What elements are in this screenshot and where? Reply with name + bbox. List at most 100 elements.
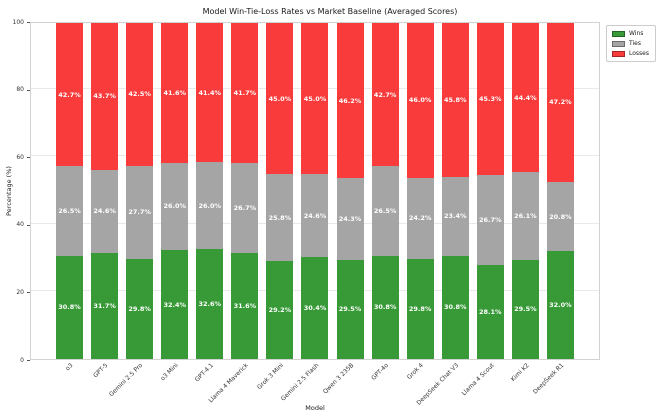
bar-segment-wins: 31.7% [91, 252, 119, 359]
bar-segment-wins: 30.4% [301, 256, 329, 359]
segment-value-label: 32.6% [198, 300, 222, 309]
legend-label: Wins [629, 30, 644, 37]
bar-segment-ties: 24.3% [336, 178, 364, 260]
x-tick-label: GPT-5 [92, 362, 110, 380]
bar-segment-losses: 41.6% [161, 23, 189, 163]
x-tick-label: Grok 4 [406, 362, 426, 381]
bar-group: 30.4% 24.6% 45.0% [301, 23, 329, 359]
x-tick-label: o3 Mini [159, 362, 180, 383]
bar-segment-ties: 26.0% [161, 162, 189, 251]
chart-title: Model Win-Tie-Loss Rates vs Market Basel… [202, 7, 458, 16]
bar-group: 29.2% 25.8% 45.0% [266, 23, 294, 359]
bar-segment-losses: 47.2% [546, 23, 574, 182]
bar-segment-losses: 42.7% [371, 23, 399, 167]
bar-slot: 29.5% 26.1% 44.4% Kimi K2 [508, 23, 543, 383]
bar-segment-ties: 25.8% [266, 174, 294, 261]
segment-value-label: 24.3% [338, 215, 362, 224]
segment-value-label: 28.1% [479, 307, 502, 316]
bar-slot: 31.7% 24.6% 43.7% GPT-5 [87, 23, 122, 379]
legend: Wins Ties Losses [606, 25, 656, 62]
bar-segment-ties: 20.8% [546, 181, 574, 252]
segment-value-label: 20.8% [549, 212, 572, 221]
segment-value-label: 42.5% [128, 90, 151, 99]
bar-slot: 30.8% 23.4% 45.8% DeepSeek Chat V3 [415, 23, 473, 407]
bar-segment-wins: 30.8% [441, 255, 469, 359]
segment-value-label: 23.4% [443, 212, 467, 221]
y-tick-label: 20 [16, 288, 24, 296]
bar-segment-ties: 26.0% [196, 162, 224, 250]
bar-segment-wins: 29.8% [126, 258, 154, 359]
y-tick-mark [27, 157, 30, 159]
bar-slot: 30.4% 24.6% 45.0% Gemini 2.5 Flash [279, 23, 332, 403]
y-tick-mark [27, 224, 30, 226]
bar-segment-wins: 32.4% [161, 250, 189, 359]
segment-value-label: 26.5% [58, 207, 81, 215]
bar-segment-losses: 45.0% [301, 23, 329, 175]
bar-segment-wins: 28.1% [476, 264, 504, 359]
bar-segment-losses: 46.0% [406, 23, 434, 178]
y-tick-mark [27, 22, 30, 23]
x-tick-label: Grok 3 Mini [255, 362, 285, 392]
x-tick-label: o3 [64, 362, 75, 373]
y-tick-label: 60 [16, 153, 24, 161]
bar-group: 30.8% 26.5% 42.7% [371, 23, 399, 359]
bar-segment-wins: 30.8% [56, 255, 84, 359]
bar-segment-ties: 26.7% [476, 175, 504, 265]
plot-area: 30.8% 26.5% 42.7% o3 31.7% 24.6% 43.7% GPT-5 29.… [30, 22, 600, 407]
bar-segment-ties: 24.2% [406, 177, 434, 259]
bar-group: 29.5% 24.3% 46.2% [336, 23, 364, 359]
bar-group: 29.8% 24.2% 46.0% [406, 23, 434, 359]
segment-value-label: 42.7% [373, 90, 397, 99]
bar-group: 31.7% 24.6% 43.7% [91, 23, 119, 359]
bar-segment-wins: 32.0% [546, 251, 574, 359]
x-tick-label: DeepSeek R1 [531, 362, 566, 396]
bar-segment-wins: 29.8% [406, 258, 434, 359]
bar-segment-ties: 26.1% [511, 172, 539, 260]
bar-segment-losses: 46.2% [336, 23, 364, 179]
bar-slot: 32.6% 26.0% 41.4% GPT-4.1 [192, 23, 227, 383]
segment-value-label: 26.0% [198, 201, 222, 210]
bar-segment-losses: 45.0% [266, 23, 294, 175]
segment-value-label: 25.8% [268, 213, 292, 222]
segment-value-label: 29.8% [408, 304, 432, 313]
legend-label: Ties [629, 40, 641, 47]
bar-slot: 32.0% 20.8% 47.2% DeepSeek R1 [532, 23, 578, 395]
x-tick-label: Gemini 2.5 Pro [108, 362, 145, 399]
bar-segment-ties: 26.5% [371, 166, 399, 256]
segment-value-label: 44.4% [514, 93, 537, 102]
segment-value-label: 30.8% [443, 303, 467, 312]
bar-group: 31.6% 26.7% 41.7% [231, 23, 259, 359]
x-axis-label: Model [305, 404, 325, 412]
x-tick-label: GPT-4.1 [193, 362, 215, 384]
segment-value-label: 32.0% [549, 301, 572, 310]
bar-segment-wins: 29.2% [266, 260, 294, 359]
legend-swatch-losses [612, 50, 626, 57]
bar-slot: 29.8% 24.2% 46.0% Grok 4 [403, 23, 438, 381]
segment-value-label: 26.7% [233, 203, 257, 212]
segment-value-label: 43.7% [93, 92, 116, 101]
bar-segment-ties: 24.6% [91, 169, 119, 253]
bar-group: 28.1% 26.7% 45.3% [476, 23, 504, 359]
segment-value-label: 42.7% [58, 90, 81, 99]
bar-group: 32.0% 20.8% 47.2% [546, 23, 574, 359]
bar-segment-ties: 26.5% [56, 166, 84, 256]
bar-group: 30.8% 23.4% 45.8% [441, 23, 469, 359]
bar-segment-losses: 43.7% [91, 23, 119, 170]
legend-entry: Wins [612, 30, 649, 37]
segment-value-label: 31.7% [93, 301, 116, 310]
bar-group: 30.8% 26.5% 42.7% [56, 23, 84, 359]
bar-segment-wins: 32.6% [196, 249, 224, 359]
bar-group: 32.6% 26.0% 41.4% [196, 23, 224, 359]
legend-entry: Ties [612, 40, 649, 47]
bar-slot: 30.8% 26.5% 42.7% o3 [52, 23, 87, 372]
bar-segment-ties: 27.7% [126, 165, 154, 259]
y-tick-mark [27, 89, 30, 91]
legend-label: Losses [629, 50, 649, 57]
bar-segment-losses: 41.7% [231, 23, 259, 164]
bar-segment-losses: 45.8% [441, 23, 469, 177]
y-tick-label: 0 [20, 356, 24, 364]
segment-value-label: 41.7% [233, 89, 257, 98]
segment-value-label: 46.2% [338, 96, 362, 105]
segment-value-label: 26.0% [163, 202, 186, 211]
